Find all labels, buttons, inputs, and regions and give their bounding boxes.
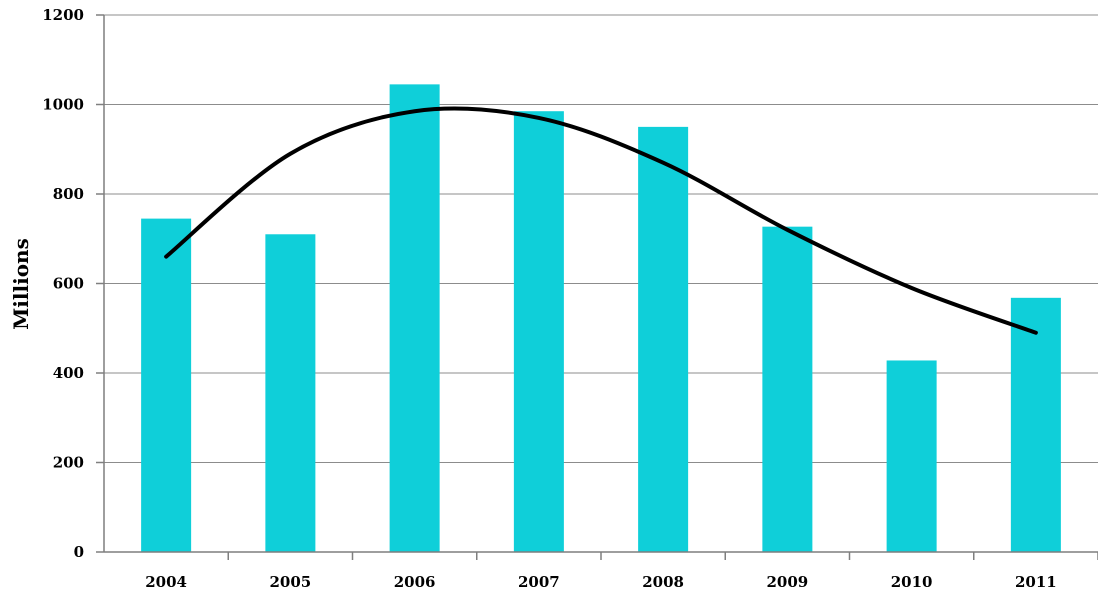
axes bbox=[103, 15, 1098, 553]
y-tick-label: 600 bbox=[53, 275, 84, 293]
x-tick-label: 2004 bbox=[145, 573, 187, 591]
x-tick-labels: 2004 2005 2006 2007 2008 2009 2010 2011 bbox=[145, 573, 1057, 591]
bar-2011 bbox=[1010, 297, 1061, 552]
y-tick-label: 800 bbox=[53, 185, 84, 203]
bar-2004 bbox=[141, 218, 192, 553]
y-tick-label: 0 bbox=[74, 543, 84, 561]
trendline bbox=[164, 106, 1038, 335]
gridlines bbox=[96, 14, 1098, 560]
x-tick-label: 2010 bbox=[891, 573, 933, 591]
bar-2008 bbox=[638, 126, 689, 552]
x-tick-label: 2009 bbox=[767, 573, 809, 591]
y-tick-labels: 0 200 400 600 800 1000 1200 bbox=[42, 6, 84, 561]
x-tick-label: 2007 bbox=[518, 573, 560, 591]
y-axis-title: Millions bbox=[9, 238, 33, 330]
bar-2010 bbox=[886, 360, 937, 552]
x-tick-label: 2011 bbox=[1015, 573, 1057, 591]
y-tick-label: 400 bbox=[53, 364, 84, 382]
y-tick-label: 200 bbox=[53, 454, 84, 472]
bar-2005 bbox=[265, 234, 316, 552]
bar-2006 bbox=[389, 84, 440, 553]
y-tick-label: 1200 bbox=[42, 6, 84, 24]
bar-2007 bbox=[513, 111, 564, 553]
x-tick-label: 2006 bbox=[394, 573, 436, 591]
x-tick-label: 2005 bbox=[270, 573, 312, 591]
x-tick-label: 2008 bbox=[642, 573, 684, 591]
y-tick-label: 1000 bbox=[42, 96, 84, 114]
bar-2009 bbox=[762, 226, 813, 553]
bars bbox=[141, 84, 1061, 553]
